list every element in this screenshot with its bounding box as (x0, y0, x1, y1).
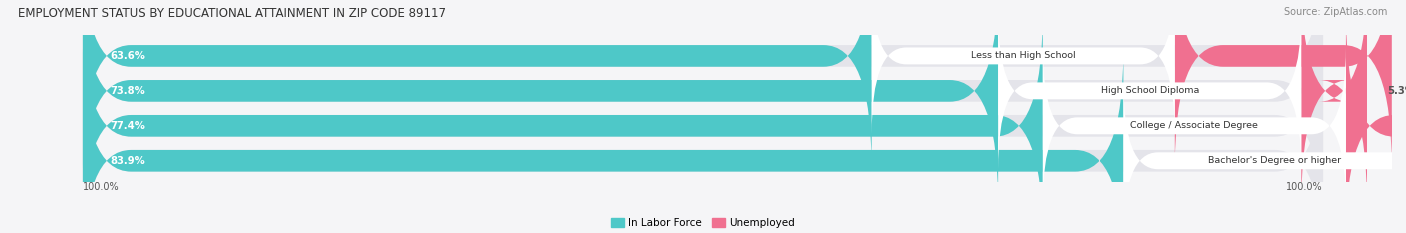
Text: EMPLOYMENT STATUS BY EDUCATIONAL ATTAINMENT IN ZIP CODE 89117: EMPLOYMENT STATUS BY EDUCATIONAL ATTAINM… (18, 7, 446, 20)
Text: 77.4%: 77.4% (111, 121, 145, 131)
FancyBboxPatch shape (1346, 14, 1406, 233)
Text: 73.8%: 73.8% (111, 86, 145, 96)
FancyBboxPatch shape (998, 12, 1302, 170)
Legend: In Labor Force, Unemployed: In Labor Force, Unemployed (612, 218, 794, 228)
Text: Less than High School: Less than High School (972, 51, 1076, 60)
Text: Source: ZipAtlas.com: Source: ZipAtlas.com (1284, 7, 1388, 17)
Text: 83.9%: 83.9% (111, 156, 145, 166)
FancyBboxPatch shape (83, 14, 1043, 233)
FancyBboxPatch shape (83, 14, 1323, 233)
Text: 5.3%: 5.3% (1388, 86, 1406, 96)
FancyBboxPatch shape (1043, 47, 1346, 205)
Text: High School Diploma: High School Diploma (1101, 86, 1199, 95)
FancyBboxPatch shape (83, 0, 1323, 168)
FancyBboxPatch shape (83, 0, 998, 202)
FancyBboxPatch shape (83, 0, 1323, 202)
Text: 63.6%: 63.6% (111, 51, 145, 61)
FancyBboxPatch shape (83, 49, 1323, 233)
Text: 100.0%: 100.0% (1286, 182, 1323, 192)
FancyBboxPatch shape (1302, 0, 1367, 202)
FancyBboxPatch shape (1123, 82, 1406, 233)
Text: College / Associate Degree: College / Associate Degree (1130, 121, 1258, 130)
FancyBboxPatch shape (1175, 0, 1392, 168)
Text: Bachelor's Degree or higher: Bachelor's Degree or higher (1208, 156, 1341, 165)
Text: 100.0%: 100.0% (83, 182, 120, 192)
FancyBboxPatch shape (872, 0, 1175, 135)
FancyBboxPatch shape (83, 49, 1123, 233)
FancyBboxPatch shape (83, 0, 872, 168)
